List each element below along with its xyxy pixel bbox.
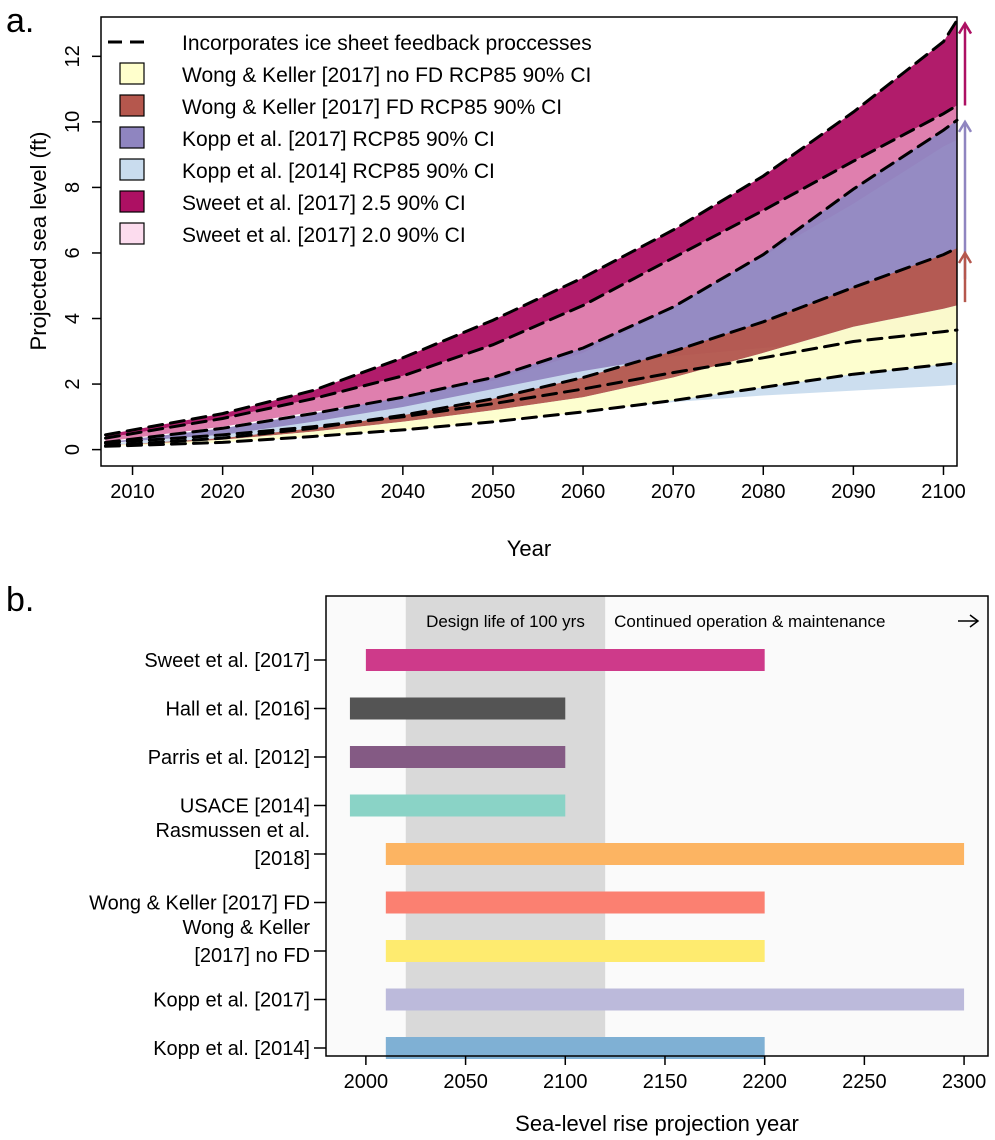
- x-tick-label-2040: 2040: [381, 481, 426, 503]
- band-wong-keller-2017-no-fd-rcp85-90-ci: [105, 305, 957, 447]
- bar-kopp-et-al-2014: [385, 1037, 765, 1059]
- bar-sweet-et-al-2017: [365, 649, 765, 671]
- panel-b-label: b.: [6, 581, 34, 619]
- legend-label-4: Kopp et al. [2014] RCP85 90% CI: [182, 160, 495, 183]
- dashed-kopp-et-al-2017-upper: [104, 118, 959, 444]
- legend-swatch-6: [119, 222, 145, 245]
- panel-a-y-axis: 0 2 4 6 8 10 12: [62, 45, 101, 455]
- y-tick-label-0: 0: [62, 444, 84, 455]
- x-tick-label-2100: 2100: [543, 1071, 588, 1093]
- bar-wong-keller-2017-no-fd: [385, 940, 765, 962]
- x-tick-label-2000: 2000: [344, 1071, 389, 1093]
- category-label-rasmussen-et-al-2018-line1: Rasmussen et al.: [155, 820, 310, 842]
- x-tick-label-2090: 2090: [831, 481, 876, 503]
- legend-swatch-5: [119, 190, 145, 213]
- design-life-region: [405, 596, 606, 1056]
- x-tick-label-2050: 2050: [471, 481, 516, 503]
- y-tick-label-2: 2: [62, 379, 84, 390]
- panel-a-legend: Incorporates ice sheet feedback proccess…: [108, 32, 592, 247]
- category-label-hall-et-al-2016: Hall et al. [2016]: [165, 699, 310, 721]
- x-tick-label-2150: 2150: [643, 1071, 688, 1093]
- panel-a-dashed-curves: [104, 18, 959, 448]
- x-tick-label-2050: 2050: [443, 1071, 488, 1093]
- x-tick-label-2010: 2010: [110, 481, 155, 503]
- panel-a-x-axis: 2010 2020 2030 2040 2050 2060 2070 2080 2090 2100: [110, 466, 966, 503]
- legend-label-3: Kopp et al. [2017] RCP85 90% CI: [182, 128, 495, 151]
- panel-a-x-axis-label: Year: [507, 536, 551, 561]
- x-tick-label-2300: 2300: [942, 1071, 987, 1093]
- arrow-head-0: [957, 21, 973, 35]
- y-tick-label-6: 6: [62, 247, 84, 258]
- y-tick-label-8: 8: [62, 182, 84, 193]
- bar-hall-et-al-2016: [349, 697, 566, 720]
- category-label-wong-keller-2017-no-fd-line2: [2017] no FD: [194, 945, 310, 967]
- legend-swatch-4: [119, 158, 145, 181]
- panel-a-label: a.: [6, 2, 34, 40]
- panel-b: b. Design life of 100 yrs Continued oper…: [6, 581, 989, 1136]
- bar-wong-keller-2017-fd: [385, 891, 765, 914]
- legend-label-6: Sweet et al. [2017] 2.0 90% CI: [182, 224, 466, 247]
- dashed-sweet-et-al-2017-2-5-upper: [104, 18, 959, 437]
- panel-b-category-axis: Sweet et al. [2017] Hall et al. [2016] Par…: [89, 650, 326, 1060]
- y-tick-label-10: 10: [62, 111, 84, 133]
- x-tick-label-2070: 2070: [651, 481, 696, 503]
- x-tick-label-2060: 2060: [561, 481, 606, 503]
- x-tick-label-2100: 2100: [921, 481, 966, 503]
- category-label-wong-keller-2017-fd: Wong & Keller [2017] FD: [89, 893, 310, 915]
- legend-label-0: Incorporates ice sheet feedback proccess…: [182, 32, 592, 55]
- design-life-label: Design life of 100 yrs: [426, 612, 585, 631]
- continued-operation-label: Continued operation & maintenance: [614, 612, 885, 631]
- category-label-rasmussen-et-al-2018-line2: [2018]: [254, 848, 310, 870]
- category-label-kopp-et-al-2014: Kopp et al. [2014]: [153, 1038, 310, 1060]
- y-tick-label-12: 12: [62, 45, 84, 67]
- arrow-head-1: [957, 119, 973, 133]
- legend-swatch-1: [119, 62, 145, 85]
- bar-kopp-et-al-2017: [385, 988, 965, 1011]
- x-tick-label-2020: 2020: [200, 481, 245, 503]
- continued-operation-arrow: [958, 614, 980, 628]
- x-tick-label-2080: 2080: [741, 481, 786, 503]
- panel-b-x-axis-label: Sea-level rise projection year: [515, 1111, 799, 1136]
- bar-usace-2014: [349, 794, 566, 817]
- panel-a-y-axis-label: Projected sea level (ft): [26, 132, 51, 351]
- panel-a: a. 2010 2020 2030 2040 2050 2060 2070 2080 2090 2…: [6, 2, 973, 561]
- category-label-kopp-et-al-2017: Kopp et al. [2017]: [153, 990, 310, 1012]
- dashed-sweet-et-al-2017-2-5-lower: [104, 104, 959, 440]
- panel-a-arrows: [957, 21, 973, 303]
- legend-swatch-3: [119, 126, 145, 149]
- panel-b-x-axis: 2000 2050 2100 2150 2200 2250 2300: [344, 1056, 987, 1093]
- category-label-wong-keller-2017-no-fd-line1: Wong & Keller: [183, 917, 311, 939]
- legend-label-5: Sweet et al. [2017] 2.5 90% CI: [182, 192, 466, 215]
- category-label-sweet-et-al-2017: Sweet et al. [2017]: [144, 650, 310, 672]
- category-label-usace-2014: USACE [2014]: [180, 796, 310, 818]
- arrow-head-2: [957, 250, 973, 264]
- panel-b-plot-frame: [325, 595, 989, 1057]
- dashed-wong-keller-2017-fd-upper: [104, 246, 959, 448]
- legend-swatch-2: [119, 94, 145, 117]
- x-tick-label-2250: 2250: [842, 1071, 887, 1093]
- panel-b-bars: [349, 649, 965, 1059]
- legend-label-1: Wong & Keller [2017] no FD RCP85 90% CI: [182, 64, 591, 87]
- band-kopp-et-al-2017-rcp85-90-ci: [105, 120, 957, 444]
- continued-operation-arrow-head: [969, 614, 980, 628]
- y-tick-label-4: 4: [62, 313, 84, 324]
- dashed-wong-keller-2017-fd-lower: [104, 361, 959, 448]
- dashed-kopp-et-al-2017-lower: [104, 328, 959, 445]
- bar-rasmussen-et-al-2018: [385, 843, 965, 865]
- panel-a-plot-frame: [100, 16, 958, 467]
- x-tick-label-2030: 2030: [290, 481, 335, 503]
- x-tick-label-2200: 2200: [742, 1071, 787, 1093]
- legend-label-2: Wong & Keller [2017] FD RCP85 90% CI: [182, 96, 562, 119]
- category-label-parris-et-al-2012: Parris et al. [2012]: [148, 747, 310, 769]
- bar-parris-et-al-2012: [349, 746, 566, 768]
